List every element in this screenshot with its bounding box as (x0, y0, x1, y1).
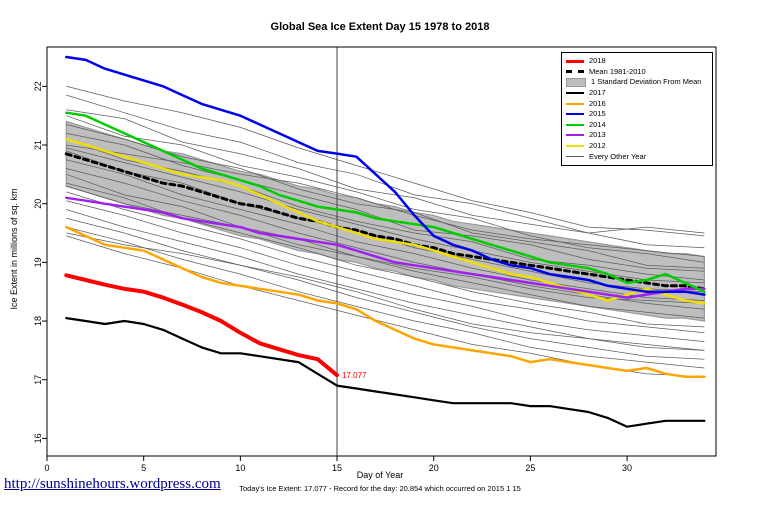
other-year-line (66, 173, 705, 319)
legend-item-label: 2013 (589, 130, 606, 140)
legend-swatch (566, 102, 584, 105)
y-tick-label: 20 (33, 199, 43, 209)
x-tick-label: 5 (141, 463, 146, 473)
series-line-2013 (65, 196, 706, 299)
plot-frame (46, 46, 717, 457)
legend-item-label: 2017 (589, 88, 606, 98)
other-year-line (66, 191, 705, 334)
legend-item: 1 Standard Deviation From Mean (566, 77, 708, 88)
legend-item-label: Every Other Year (589, 151, 647, 161)
other-year-line (66, 217, 705, 360)
series-line-2015 (65, 55, 706, 296)
y-tick-label: 17 (33, 375, 43, 385)
other-year-line (66, 226, 705, 369)
legend-item-label: 2014 (589, 119, 606, 129)
legend-item-label: 2015 (589, 109, 606, 119)
x-tick-label: 30 (622, 463, 632, 473)
legend-item: 2013 (566, 130, 708, 141)
legend-swatch (566, 70, 584, 74)
y-tick-label: 18 (33, 316, 43, 326)
legend-item-label: 2016 (589, 98, 606, 108)
other-year-line (66, 147, 705, 284)
y-tick-label: 21 (33, 140, 43, 150)
series-line-2018 (64, 273, 339, 378)
series-line-mean-1981-2010 (64, 152, 706, 291)
legend-item: 2016 (566, 98, 708, 109)
value-annotation: 17.077 (342, 371, 367, 380)
x-tick-label: 20 (429, 463, 439, 473)
other-year-line (66, 109, 705, 249)
other-year-line (66, 168, 705, 310)
series-line-2014 (65, 111, 706, 293)
chart-footnote: Today's Ice Extent: 17.077 - Record for … (239, 484, 521, 493)
other-year-line (66, 115, 705, 263)
legend-swatch (566, 156, 584, 158)
legend-item-label: 1 Standard Deviation From Mean (591, 77, 702, 87)
other-year-line (66, 124, 705, 269)
other-year-line (66, 200, 705, 342)
chart-title: Global Sea Ice Extent Day 15 1978 to 201… (270, 21, 490, 33)
y-axis-label: Ice Extent in millions of sq. km (9, 188, 19, 310)
other-year-line (66, 138, 705, 281)
legend-item: 2012 (566, 141, 708, 152)
other-year-line (66, 144, 705, 257)
legend-swatch (566, 113, 584, 116)
x-tick-label: 0 (44, 463, 49, 473)
website-link[interactable]: http://sunshinehours.wordpress.com (4, 476, 221, 492)
y-tick-label: 22 (33, 81, 43, 91)
x-tick-label: 10 (235, 463, 245, 473)
series-line-2017 (65, 317, 706, 428)
legend-swatch (566, 92, 584, 95)
legend-item: Mean 1981-2010 (566, 67, 708, 78)
legend-item: 2018 (566, 56, 708, 67)
legend-item-label: 2018 (589, 56, 606, 66)
legend-swatch (566, 123, 584, 126)
legend-swatch (566, 59, 584, 63)
y-tick-label: 19 (33, 257, 43, 267)
other-year-line (66, 209, 705, 351)
other-year-line (66, 159, 705, 301)
legend-item-label: Mean 1981-2010 (589, 66, 646, 76)
series-line-2012 (65, 137, 706, 305)
legend-swatch (566, 134, 584, 137)
x-axis-label: Day of Year (356, 470, 404, 480)
x-tick-label: 25 (525, 463, 535, 473)
legend-item: 2017 (566, 88, 708, 99)
legend-item: 2014 (566, 120, 708, 131)
legend-item: Every Other Year (566, 151, 708, 162)
legend-item-label: 2012 (589, 141, 606, 151)
legend-swatch (566, 145, 584, 148)
x-tick-label: 15 (332, 463, 342, 473)
y-tick-label: 16 (33, 433, 43, 443)
series-line-2016 (65, 225, 706, 379)
legend-swatch (566, 77, 586, 87)
legend-item: 2015 (566, 109, 708, 120)
legend: 2018 Mean 1981-2010 1 Standard Deviation F… (561, 52, 713, 166)
other-year-line (66, 232, 705, 351)
other-year-line (66, 85, 705, 237)
